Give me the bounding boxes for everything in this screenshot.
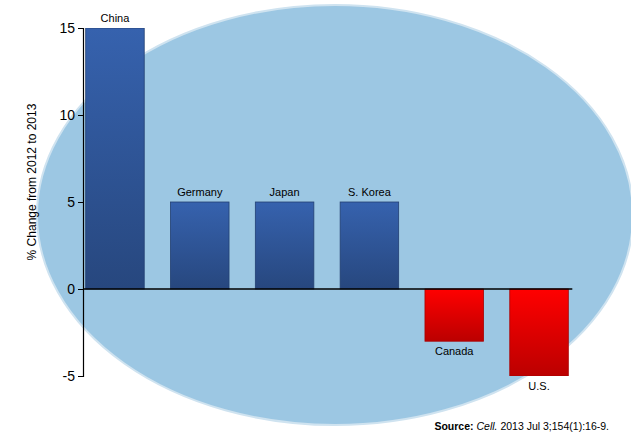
background-globe — [37, 5, 631, 425]
y-tick-mark — [78, 289, 83, 290]
y-axis: -5 0 5 10 15 — [59, 20, 83, 384]
y-axis-line — [78, 29, 84, 377]
category-label: U.S. — [528, 380, 549, 392]
y-tick-mark — [78, 202, 83, 203]
bar — [425, 289, 484, 341]
category-label: S. Korea — [348, 186, 392, 198]
category-label: Germany — [177, 186, 223, 198]
y-tick-label: 5 — [67, 194, 75, 210]
bar — [340, 202, 399, 289]
category-label: China — [101, 12, 131, 24]
category-label: Japan — [270, 186, 300, 198]
category-labels: China Germany Japan S. Korea Canada U.S. — [101, 12, 550, 392]
bar — [86, 28, 145, 289]
zero-line — [83, 288, 572, 290]
category-label: Canada — [435, 345, 474, 357]
bar — [255, 202, 314, 289]
y-tick-label: 15 — [59, 20, 75, 36]
y-tick: 15 — [59, 20, 83, 36]
y-tick: 5 — [67, 194, 83, 210]
y-tick: 0 — [67, 281, 83, 297]
y-tick: 10 — [59, 107, 83, 123]
y-tick-label: 0 — [67, 281, 75, 297]
y-tick-label: 10 — [59, 107, 75, 123]
source-note: Source: Cell. 2013 Jul 3;154(1):16-9. — [434, 420, 609, 432]
y-axis-title: % Change from 2012 to 2013 — [25, 103, 39, 260]
y-tick-mark — [78, 115, 83, 116]
y-tick-mark — [78, 376, 83, 377]
bar — [510, 289, 569, 376]
bar — [171, 202, 230, 289]
chart: -5 0 5 10 15 % Change from 2012 to 2013 China G… — [0, 0, 631, 442]
bars — [86, 28, 569, 376]
y-tick-label: -5 — [63, 368, 76, 384]
y-tick: -5 — [63, 368, 83, 384]
y-tick-mark — [78, 28, 83, 29]
